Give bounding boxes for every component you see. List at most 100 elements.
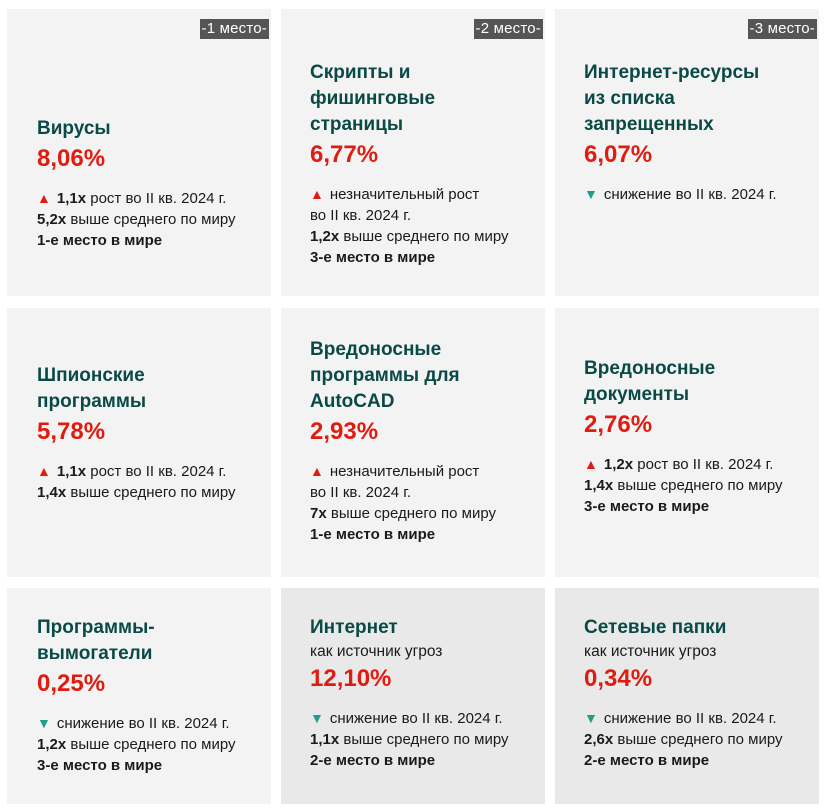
compare-multiplier: 1,4x (584, 477, 614, 494)
trend-text: снижение во II кв. 2024 г. (603, 186, 777, 203)
triangle-up-icon: ▲ (37, 190, 51, 206)
percent-value: 0,25% (37, 670, 106, 697)
world-rank: 2-е место в мире (310, 752, 436, 769)
trend-multiplier: 1,2x (603, 456, 634, 473)
compare-multiplier: 2,6x (584, 731, 614, 748)
compare-text: выше среднего по миру (343, 731, 509, 748)
trend-line: ▲ незначительный рост (310, 461, 545, 482)
rank-badge: -2 место- (473, 19, 543, 39)
card-content: Вирусы 8,06% ▲ 1,1x рост во II кв. 2024 г. 5… (37, 116, 271, 251)
compare-multiplier: 7x (310, 505, 327, 522)
card-title: Шпионские (37, 365, 145, 386)
compare-multiplier: 1,4x (37, 484, 67, 501)
compare-line: 1,1x выше среднего по миру (310, 729, 545, 750)
trend-line: ▲ незначительный рост (310, 184, 545, 205)
card-title: вымогатели (37, 643, 153, 664)
threat-card: -3 место- Интернет-ресурсы из списка запрещ… (555, 9, 819, 296)
threat-card: Вредоносные документы 2,76% ▲ 1,2x рост во I… (555, 308, 819, 577)
card-title: Вредоносные (584, 358, 716, 379)
trend-text: снижение во II кв. 2024 г. (603, 710, 777, 727)
percent-value: 5,78% (37, 418, 106, 445)
world-rank: 2-е место в мире (584, 752, 710, 769)
triangle-up-icon: ▲ (310, 186, 324, 202)
triangle-down-icon: ▼ (584, 186, 598, 202)
trend-line: ▼ снижение во II кв. 2024 г. (584, 184, 819, 205)
trend-text: незначительный рост (329, 186, 480, 203)
card-title: фишинговые (310, 88, 436, 109)
card-content: Вредоносные программы для AutoCAD 2,93% ▲ нез… (310, 337, 545, 545)
world-rank: 3-е место в мире (310, 249, 436, 266)
compare-text: выше среднего по миру (330, 505, 497, 522)
card-details: ▼ снижение во II кв. 2024 г. 1,2x выше сре… (37, 713, 271, 776)
card-title: AutoCAD (310, 391, 395, 412)
triangle-up-icon: ▲ (310, 463, 324, 479)
trend-text: рост во II кв. 2024 г. (637, 456, 774, 473)
percent-value: 2,76% (584, 411, 653, 438)
card-details: ▲ 1,1x рост во II кв. 2024 г. 1,4x выше ср… (37, 461, 271, 503)
card-details: ▼ снижение во II кв. 2024 г. 1,1x выше сре… (310, 708, 545, 771)
trend-line: ▼ снижение во II кв. 2024 г. (37, 713, 271, 734)
card-content: Интернет-ресурсы из списка запрещенных 6,07… (584, 60, 819, 205)
trend-line: ▲ 1,1x рост во II кв. 2024 г. (37, 188, 271, 209)
threat-card: Шпионские программы 5,78% ▲ 1,1x рост во II … (7, 308, 271, 577)
world-rank: 3-е место в мире (37, 757, 163, 774)
card-title: Вредоносные (310, 339, 442, 360)
compare-line: 1,2x выше среднего по миру (310, 226, 545, 247)
card-content: Шпионские программы 5,78% ▲ 1,1x рост во II … (37, 363, 271, 503)
card-subtitle: как источник угроз (584, 643, 717, 660)
trend-text: снижение во II кв. 2024 г. (329, 710, 503, 727)
triangle-up-icon: ▲ (37, 463, 51, 479)
trend-multiplier: 1,1x (56, 463, 87, 480)
card-details: ▲ 1,1x рост во II кв. 2024 г. 5,2x выше ср… (37, 188, 271, 251)
trend-text: рост во II кв. 2024 г. (90, 190, 227, 207)
trend-text: во II кв. 2024 г. (310, 484, 412, 501)
card-title: Скрипты и (310, 62, 411, 83)
trend-text: снижение во II кв. 2024 г. (56, 715, 230, 732)
card-content: Вредоносные документы 2,76% ▲ 1,2x рост во I… (584, 356, 819, 517)
compare-multiplier: 5,2x (37, 211, 67, 228)
percent-value: 0,34% (584, 665, 653, 692)
percent-value: 2,93% (310, 418, 379, 445)
card-title: документы (584, 384, 690, 405)
triangle-down-icon: ▼ (37, 715, 51, 731)
compare-text: выше среднего по миру (617, 477, 783, 494)
compare-text: выше среднего по миру (343, 228, 509, 245)
compare-multiplier: 1,2x (37, 736, 67, 753)
compare-line: 1,2x выше среднего по миру (37, 734, 271, 755)
card-title: Сетевые папки (584, 617, 727, 638)
threat-card: Сетевые папки как источник угроз 0,34% ▼ сни… (555, 588, 819, 804)
triangle-down-icon: ▼ (310, 710, 324, 726)
percent-value: 8,06% (37, 145, 106, 172)
world-rank: 3-е место в мире (584, 498, 710, 515)
card-title: из списка (584, 88, 675, 109)
trend-text: незначительный рост (329, 463, 480, 480)
compare-multiplier: 1,2x (310, 228, 340, 245)
percent-value: 12,10% (310, 665, 392, 692)
threat-card: Вредоносные программы для AutoCAD 2,93% ▲ нез… (281, 308, 545, 577)
trend-line: ▲ 1,2x рост во II кв. 2024 г. (584, 454, 819, 475)
card-details: ▼ снижение во II кв. 2024 г. (584, 184, 819, 205)
card-title: программы (37, 391, 147, 412)
trend-line: во II кв. 2024 г. (310, 482, 545, 503)
threat-card: Программы-вымогатели 0,25% ▼ снижение во II… (7, 588, 271, 804)
compare-line: 2,6x выше среднего по миру (584, 729, 819, 750)
rank-badge: -3 место- (747, 19, 817, 39)
card-content: Интернет как источник угроз 12,10% ▼ снижени… (310, 615, 545, 771)
triangle-down-icon: ▼ (584, 710, 598, 726)
trend-text: рост во II кв. 2024 г. (90, 463, 227, 480)
card-details: ▲ незначительный рост во II кв. 2024 г. 1,2… (310, 184, 545, 268)
triangle-up-icon: ▲ (584, 456, 598, 472)
threat-card: Интернет как источник угроз 12,10% ▼ снижени… (281, 588, 545, 804)
card-title: программы для (310, 365, 460, 386)
percent-value: 6,07% (584, 141, 653, 168)
threat-card: -1 место- Вирусы 8,06% ▲ 1,1x рост во II кв.… (7, 9, 271, 296)
compare-text: выше среднего по миру (70, 211, 236, 228)
compare-line: 7x выше среднего по миру (310, 503, 545, 524)
compare-text: выше среднего по миру (70, 484, 236, 501)
trend-line: ▲ 1,1x рост во II кв. 2024 г. (37, 461, 271, 482)
percent-value: 6,77% (310, 141, 379, 168)
rank-badge: -1 место- (199, 19, 269, 39)
trend-line: во II кв. 2024 г. (310, 205, 545, 226)
compare-multiplier: 1,1x (310, 731, 340, 748)
threat-card: -2 место- Скрипты и фишинговые страницы 6,77… (281, 9, 545, 296)
